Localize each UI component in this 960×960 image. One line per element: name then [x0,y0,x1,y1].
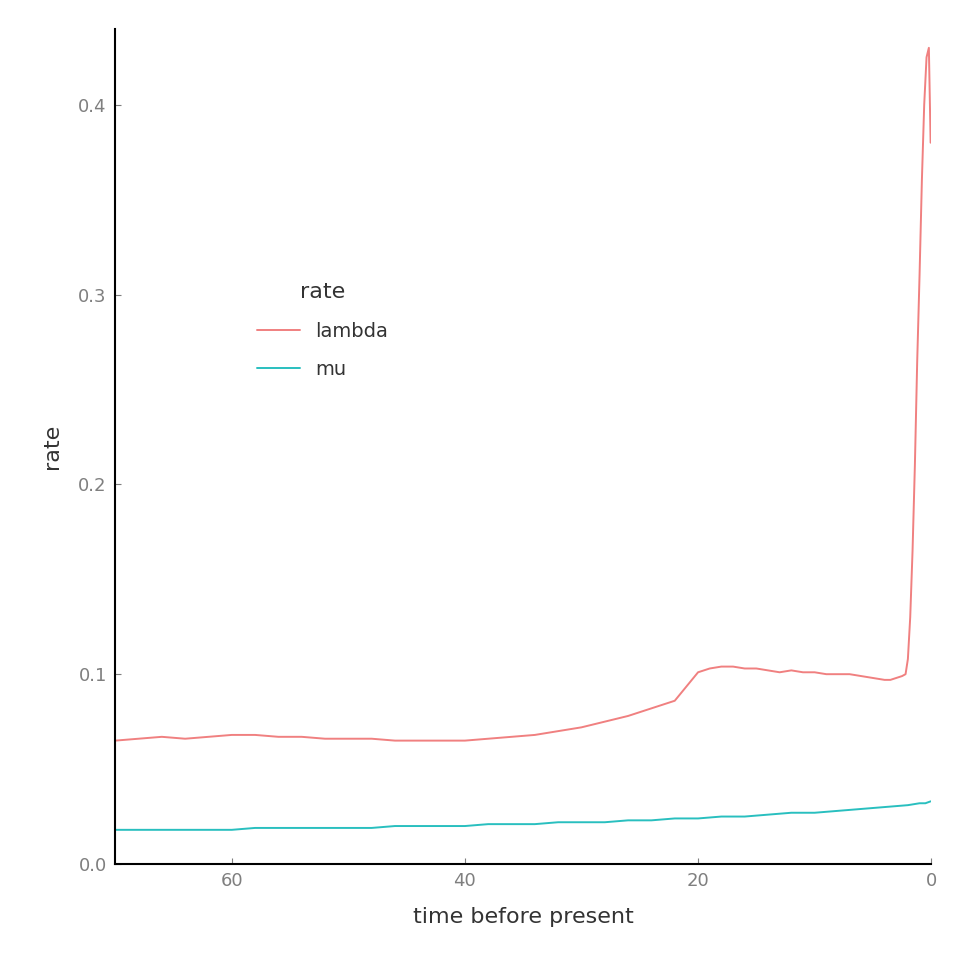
mu [389,820,400,831]
mu [203,824,214,835]
mu [226,824,237,835]
mu [320,822,331,833]
Line: mu: mu [115,802,930,829]
mu [132,824,144,835]
mu [576,816,588,828]
mu [343,822,354,833]
X-axis label: time before present: time before present [413,907,634,927]
lambda [109,734,121,746]
mu [250,822,261,833]
lambda [844,668,855,680]
lambda [924,42,935,54]
mu [878,802,890,813]
mu [413,820,424,831]
mu [762,809,774,821]
mu [180,824,191,835]
mu [809,807,821,819]
mu [483,818,494,829]
mu [552,816,564,828]
mu [920,798,931,809]
mu [156,824,168,835]
mu [273,822,284,833]
Y-axis label: rate: rate [41,423,61,469]
Line: lambda: lambda [115,48,930,740]
mu [692,813,704,825]
mu [832,805,844,817]
mu [902,800,914,811]
lambda [156,732,168,743]
lambda [924,137,936,149]
mu [506,818,517,829]
mu [646,815,658,827]
lambda [669,695,681,707]
mu [855,804,867,815]
mu [109,824,121,835]
mu [669,813,681,825]
Legend: lambda, mu: lambda, mu [248,273,398,389]
lambda [855,670,867,682]
mu [924,796,936,807]
mu [914,798,925,809]
lambda [180,733,191,745]
mu [436,820,447,831]
mu [599,816,611,828]
mu [529,818,540,829]
mu [739,811,751,823]
mu [715,811,727,823]
lambda [459,734,470,746]
mu [622,815,634,827]
mu [366,822,377,833]
mu [296,822,307,833]
mu [459,820,470,831]
mu [785,807,797,819]
